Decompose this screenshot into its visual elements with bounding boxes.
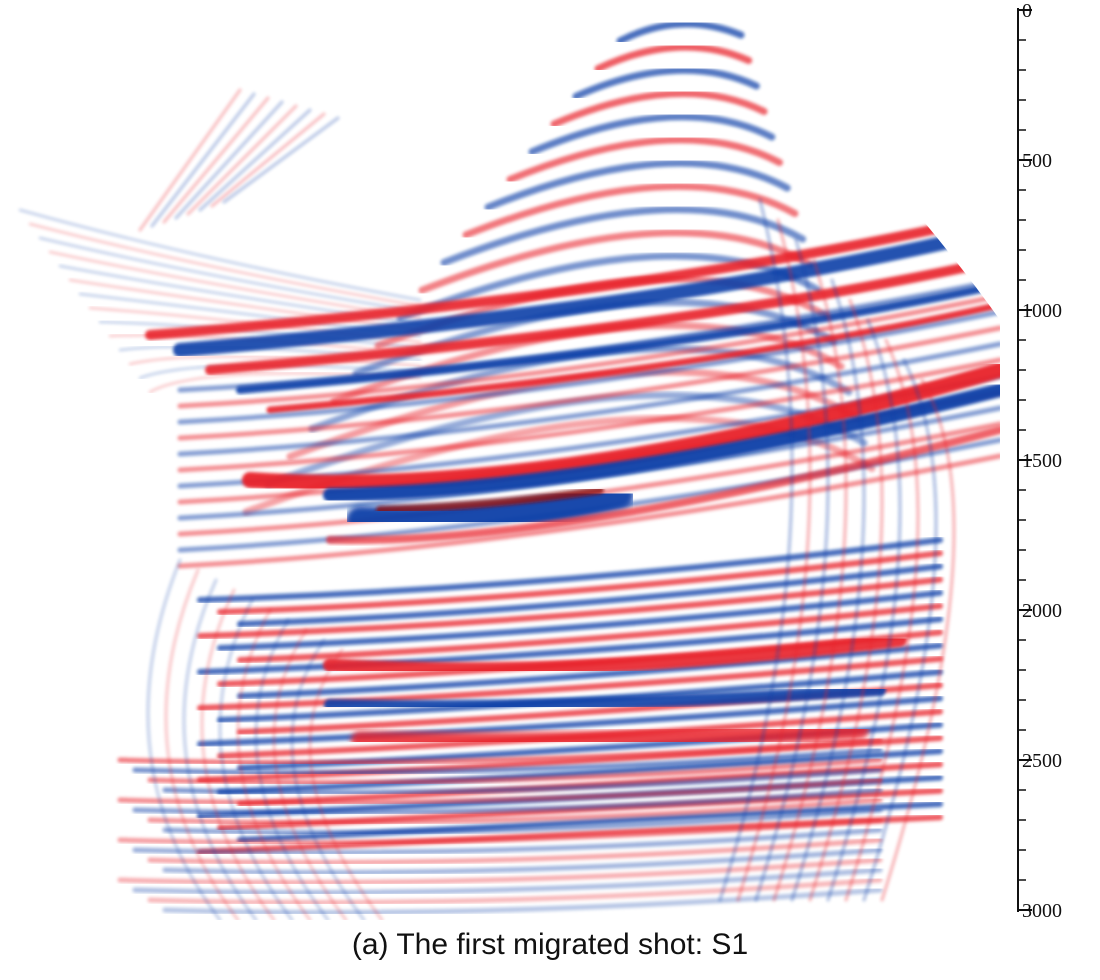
reflection-band [272,628,348,920]
reflection-band [506,136,783,183]
reflection-band [808,298,884,902]
depth-tick-label: 0 [1022,0,1032,22]
reflection-band [147,837,883,865]
reflection-band [376,486,604,514]
depth-tick-label: 2500 [1022,750,1062,772]
reflection-band [145,210,1000,340]
reflection-band [162,96,270,224]
reflection-band [754,238,830,902]
reflection-band [346,481,634,535]
depth-tick-label: 500 [1022,150,1052,172]
reflection-band [484,159,791,211]
depth-tick-label: 3000 [1022,900,1062,920]
reflection-band [147,797,883,825]
figure-caption: (a) The first migrated shot: S1 [351,928,749,961]
reflection-band [117,777,883,805]
reflection-band [162,767,883,795]
depth-axis: 0 500 1000 1500 2000 2500 3000 [1017,0,1062,920]
reflection-band [222,116,340,204]
reflection-band [323,383,1000,502]
reflection-band [177,293,1000,409]
reflection-band [440,206,807,267]
reflection-band [462,182,799,239]
reflection-band [200,588,276,920]
reflection-band [266,301,1000,414]
reflection-band [197,695,943,747]
depth-tick-label: 1000 [1022,300,1062,322]
reflection-band [550,90,768,128]
reflection-band [205,255,1000,375]
reflection-band [162,807,883,835]
reflection-band [28,222,422,308]
reflection-band [117,817,883,845]
reflection-band [177,325,1000,441]
reflection-band [18,208,422,302]
reflection-band [790,278,866,902]
reflection-band [880,378,956,902]
reflection-band [236,608,312,920]
depth-tick-label: 2000 [1022,600,1062,622]
reflection-band [150,92,256,228]
reflection-band [177,341,1000,457]
reflection-band [138,88,242,232]
reflection-band [254,618,330,920]
reflection-band [418,229,814,294]
reflection-band [237,563,943,627]
reflection-band [147,877,883,905]
reflection-band [210,112,326,208]
reflection-band [718,198,794,902]
reflection-band [198,108,312,212]
depth-tick-label: 1500 [1022,450,1062,472]
reflection-band [528,113,776,156]
reflection-band [736,218,812,902]
reflection-band [164,568,240,920]
reflection-band [38,236,422,314]
migrated-shot-image [18,20,1000,920]
reflection-band [351,721,869,751]
reflection-band [217,550,943,615]
reflection-band [237,603,943,663]
reflection-band [616,20,745,45]
reflection-bands [18,20,1000,920]
reflection-band [290,638,366,920]
reflection-band [826,318,902,902]
reflection-band [217,748,943,795]
reflection-band [572,66,760,100]
reflection-band [217,589,943,651]
reflection-band [68,278,422,332]
reflection-band [197,537,943,603]
reflection-band [323,633,907,677]
reflection-band [162,887,883,915]
reflection-band [132,827,883,855]
reflection-band [128,355,422,368]
reflection-band [132,747,883,775]
reflection-band [177,453,1000,569]
reflection-band [218,598,294,920]
reflection-band [772,258,848,902]
reflection-band [324,684,886,712]
reflection-band [182,578,258,920]
reflection-band [48,250,422,320]
reflection-band [177,309,1000,425]
reflection-band [174,100,284,220]
reflection-band [132,867,883,895]
reflection-band [173,223,1000,357]
reflection-band [862,358,938,902]
reflection-band [146,558,222,920]
reflection-band [326,426,1000,545]
reflection-band [147,757,883,785]
reflection-band [594,43,753,73]
reflection-band [308,648,384,920]
reflection-band [844,338,920,902]
reflection-band [197,616,943,675]
reflection-band [177,277,1000,393]
reflection-band [186,104,298,216]
